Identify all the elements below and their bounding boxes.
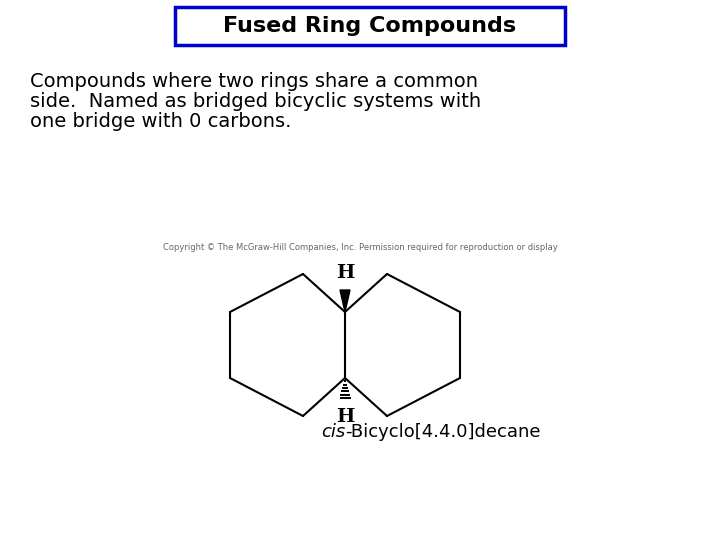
Text: H: H <box>336 408 354 426</box>
Text: one bridge with 0 carbons.: one bridge with 0 carbons. <box>30 112 292 131</box>
Text: Copyright © The McGraw-Hill Companies, Inc. Permission required for reproduction: Copyright © The McGraw-Hill Companies, I… <box>163 244 557 253</box>
Text: Fused Ring Compounds: Fused Ring Compounds <box>223 16 516 36</box>
FancyBboxPatch shape <box>175 7 565 45</box>
Text: -Bicyclo[4.4.0]decane: -Bicyclo[4.4.0]decane <box>345 423 541 441</box>
Text: Compounds where two rings share a common: Compounds where two rings share a common <box>30 72 478 91</box>
Text: side.  Named as bridged bicyclic systems with: side. Named as bridged bicyclic systems … <box>30 92 481 111</box>
Text: cis: cis <box>320 423 345 441</box>
Text: H: H <box>336 264 354 282</box>
Polygon shape <box>340 290 350 312</box>
